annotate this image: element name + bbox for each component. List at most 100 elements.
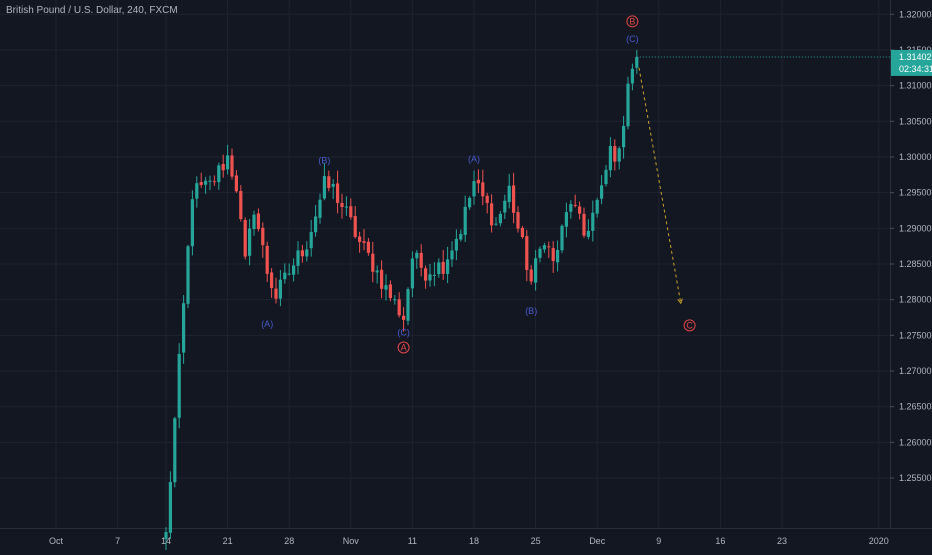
candle-body (322, 176, 326, 199)
candle-body (190, 199, 194, 247)
price-axis[interactable]: 1.25500 1.26000 1.26500 1.27000 1.27500 1.280… (890, 9, 932, 483)
projection-arrowhead (677, 298, 683, 305)
candle-body (481, 182, 485, 197)
candle-body (278, 279, 282, 299)
candle-body (476, 179, 480, 184)
candle-body (261, 227, 265, 246)
candle-body (472, 181, 476, 197)
candle-body (173, 418, 177, 483)
symbol-legend[interactable]: British Pound / U.S. Dollar, 240, FXCM (6, 5, 178, 16)
candle-body (406, 289, 410, 321)
wave-label: B (629, 16, 635, 26)
candle-body (384, 285, 388, 290)
candle-body (239, 191, 243, 220)
candle-body (441, 261, 445, 274)
candle-body (437, 262, 441, 275)
candle-body (318, 199, 322, 218)
candle-body (410, 258, 414, 289)
price-tick-label: 1.29000 (899, 223, 932, 233)
candle-body (428, 274, 432, 281)
candle-body (300, 250, 304, 257)
candle-body (195, 183, 199, 199)
candle-body (164, 532, 168, 540)
candle-body (186, 246, 190, 304)
candle-body (586, 230, 590, 237)
candle-body (248, 228, 252, 256)
candle-body (366, 241, 370, 253)
candle-body (591, 212, 595, 231)
candle-body (344, 206, 348, 208)
candle-body (274, 288, 278, 299)
time-tick-label: 18 (469, 536, 479, 546)
candle-body (415, 252, 419, 259)
candle-body (534, 258, 538, 283)
candle-body (459, 233, 463, 240)
candle-body (595, 199, 599, 214)
candle-body (380, 269, 384, 289)
candle-body (520, 227, 524, 238)
price-tick-label: 1.26000 (899, 437, 932, 447)
candle-body (468, 197, 472, 208)
price-tick-label: 1.25500 (899, 473, 932, 483)
candle-body (617, 148, 621, 162)
candle-body (560, 225, 564, 251)
time-tick-label: Oct (49, 536, 64, 546)
price-tick-label: 1.28500 (899, 259, 932, 269)
last-price-badge: 1.31402 02:34:31 (636, 49, 932, 76)
candle-body (226, 155, 230, 170)
time-tick-label: 23 (777, 536, 787, 546)
candle-body (503, 200, 507, 213)
candle-body (336, 183, 340, 203)
time-tick-label: Dec (589, 536, 606, 546)
candle-body (265, 245, 269, 274)
candle-body (635, 56, 639, 68)
time-tick-label: 28 (284, 536, 294, 546)
candle-body (525, 236, 529, 270)
candle-body (204, 180, 208, 185)
candle-body (349, 206, 353, 218)
price-tick-label: 1.28000 (899, 295, 932, 305)
candle-body (538, 248, 542, 258)
candle-body (182, 303, 186, 353)
price-tick-label: 1.29500 (899, 188, 932, 198)
candle-body (529, 269, 533, 282)
candle-body (221, 164, 225, 171)
candle-body (450, 250, 454, 260)
candle-body (252, 214, 256, 230)
candle-body (292, 265, 296, 275)
price-tick-label: 1.26500 (899, 402, 932, 412)
candle-body (626, 83, 630, 127)
candle-body (397, 299, 401, 316)
candle-body (388, 284, 392, 299)
candle-body (573, 204, 577, 206)
candle-body (296, 250, 300, 266)
last-price-box (891, 49, 932, 76)
candle-body (419, 252, 423, 268)
candle-body (622, 125, 626, 148)
candle-body (547, 246, 551, 248)
candle-body (212, 181, 216, 183)
candle-body (375, 270, 379, 273)
candle-body (578, 206, 582, 214)
time-tick-label: Nov (343, 536, 360, 546)
candle-body (494, 223, 498, 225)
projection-arrow (638, 67, 683, 305)
grid (0, 0, 932, 529)
wave-label: (B) (525, 306, 537, 316)
candle-body (512, 185, 516, 213)
price-tick-label: 1.32000 (899, 9, 932, 19)
time-axis[interactable]: Oct 7 14 21 28 Nov 11 18 25 Dec 9 16 23 2020 (49, 536, 889, 546)
projection-line (638, 67, 682, 304)
candle-body (604, 169, 608, 185)
candle-body (630, 68, 634, 84)
candle-body (287, 273, 291, 275)
candle-body (490, 203, 494, 226)
wave-labels: (A) (B) (C) A (A) (B) (C) B C (261, 15, 696, 354)
candle-body (208, 180, 212, 182)
price-tick-label: 1.30500 (899, 116, 932, 126)
candle-body (551, 248, 555, 262)
candle-body (217, 165, 221, 183)
candle-body (230, 155, 234, 177)
